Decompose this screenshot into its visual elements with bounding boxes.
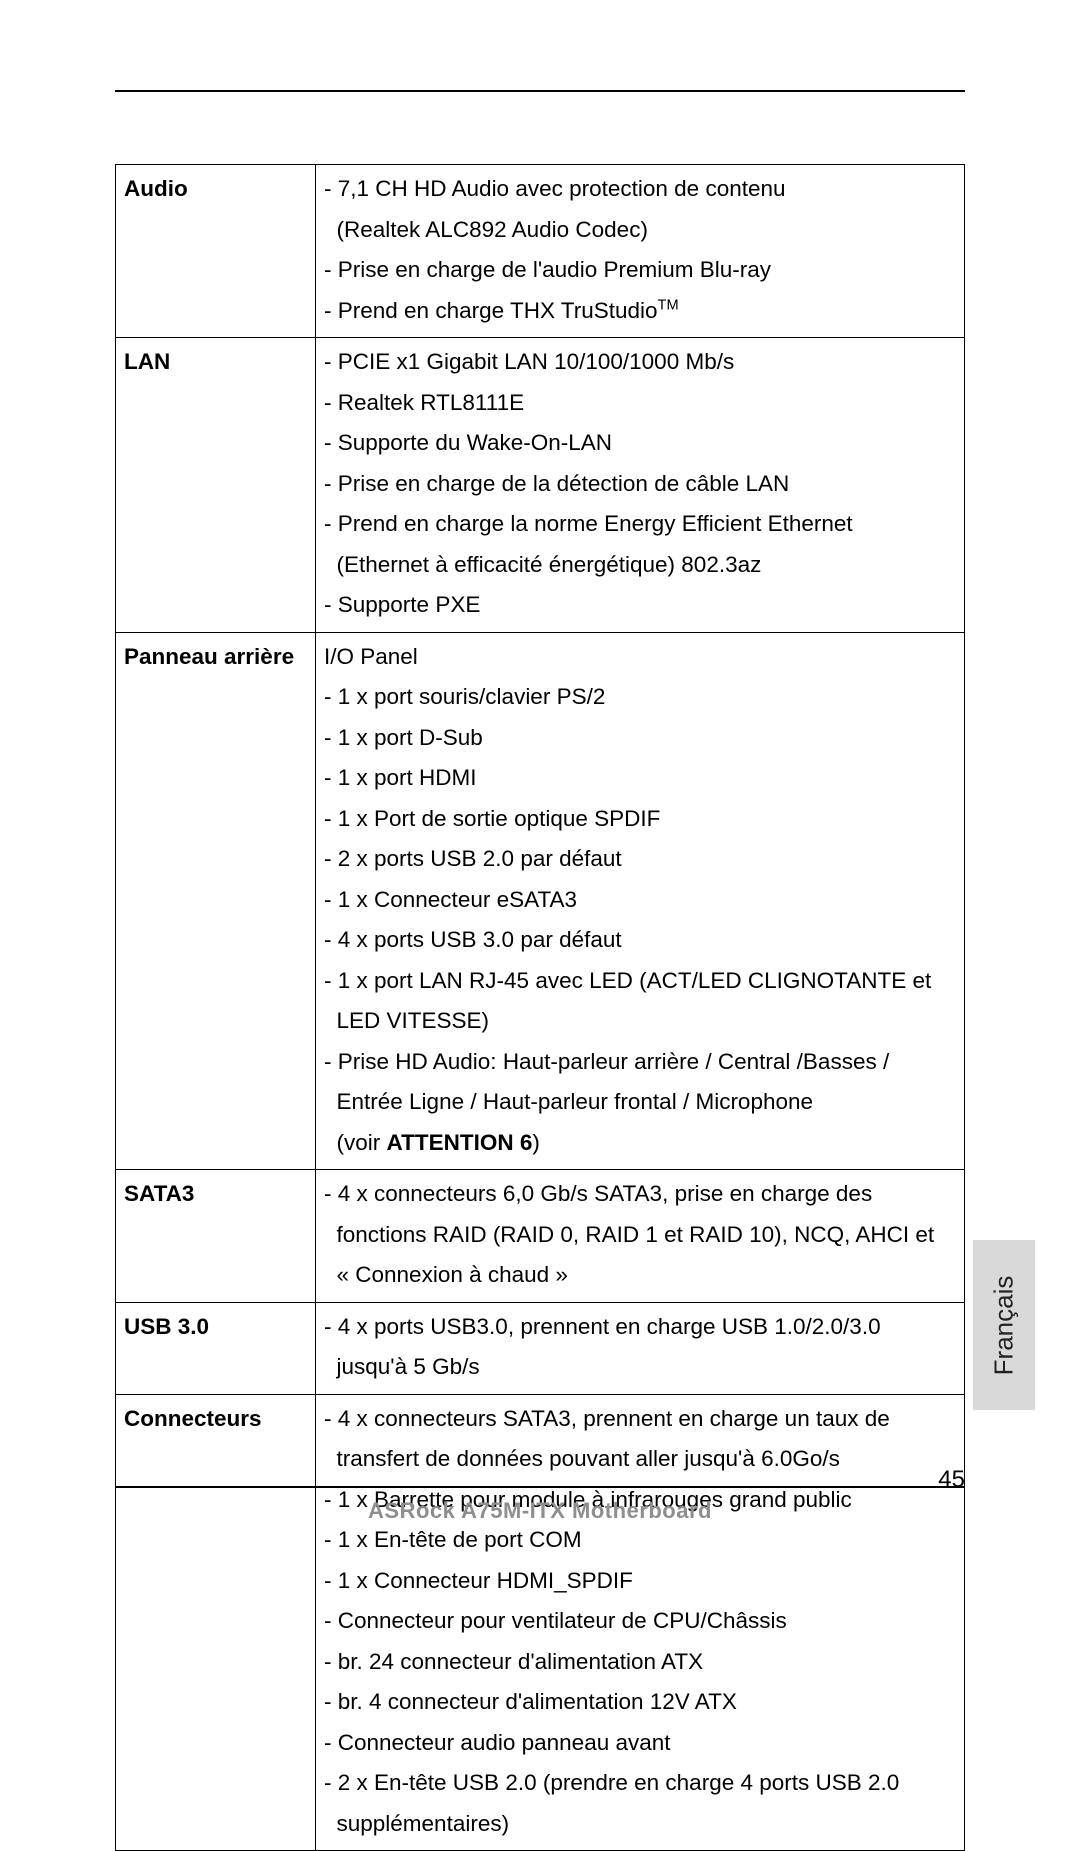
spec-table-body: Audio- 7,1 CH HD Audio avec protection d… xyxy=(116,165,965,1851)
value-line: - 4 x ports USB 3.0 par défaut xyxy=(324,920,956,961)
table-row: LAN- PCIE x1 Gigabit LAN 10/100/1000 Mb/… xyxy=(116,338,965,633)
value-line: « Connexion à chaud » xyxy=(324,1255,956,1296)
value-line: - Prise en charge de l'audio Premium Blu… xyxy=(324,250,956,291)
line-suffix: ) xyxy=(532,1130,540,1155)
value-line: (voir ATTENTION 6) xyxy=(324,1123,956,1164)
value-line: - 1 x Connecteur HDMI_SPDIF xyxy=(324,1561,956,1602)
value-line: - Connecteur pour ventilateur de CPU/Châ… xyxy=(324,1601,956,1642)
value-line: - 1 x port HDMI xyxy=(324,758,956,799)
table-row: USB 3.0- 4 x ports USB3.0, prennent en c… xyxy=(116,1302,965,1394)
value-line: - PCIE x1 Gigabit LAN 10/100/1000 Mb/s xyxy=(324,342,956,383)
value-line: - 7,1 CH HD Audio avec protection de con… xyxy=(324,169,956,210)
value-line: - Prend en charge la norme Energy Effici… xyxy=(324,504,956,545)
spec-table: Audio- 7,1 CH HD Audio avec protection d… xyxy=(115,164,965,1851)
value-line: - 1 x port souris/clavier PS/2 xyxy=(324,677,956,718)
row-value: - 4 x ports USB3.0, prennent en charge U… xyxy=(316,1302,965,1394)
row-label: SATA3 xyxy=(116,1170,316,1303)
value-line: (Ethernet à efficacité énergétique) 802.… xyxy=(324,545,956,586)
row-value: - 4 x connecteurs SATA3, prennent en cha… xyxy=(316,1394,965,1851)
value-line: - Supporte du Wake-On-LAN xyxy=(324,423,956,464)
table-row: Connecteurs- 4 x connecteurs SATA3, pren… xyxy=(116,1394,965,1851)
value-line: transfert de données pouvant aller jusqu… xyxy=(324,1439,956,1480)
row-label: Audio xyxy=(116,165,316,338)
language-label: Français xyxy=(989,1275,1020,1375)
value-line: - Supporte PXE xyxy=(324,585,956,626)
value-line: jusqu'à 5 Gb/s xyxy=(324,1347,956,1388)
language-tab: Français xyxy=(973,1240,1035,1410)
value-line: - br. 4 connecteur d'alimentation 12V AT… xyxy=(324,1682,956,1723)
value-line: - br. 24 connecteur d'alimentation ATX xyxy=(324,1642,956,1683)
table-row: Audio- 7,1 CH HD Audio avec protection d… xyxy=(116,165,965,338)
value-line: I/O Panel xyxy=(324,637,956,678)
value-line: - 2 x ports USB 2.0 par défaut xyxy=(324,839,956,880)
value-line: - 1 x port D-Sub xyxy=(324,718,956,759)
value-line: - 2 x En-tête USB 2.0 (prendre en charge… xyxy=(324,1763,956,1804)
row-label: USB 3.0 xyxy=(116,1302,316,1394)
document-page: Audio- 7,1 CH HD Audio avec protection d… xyxy=(0,0,1080,1619)
row-value: I/O Panel- 1 x port souris/clavier PS/2-… xyxy=(316,632,965,1170)
value-line: LED VITESSE) xyxy=(324,1001,956,1042)
superscript: TM xyxy=(658,297,679,313)
table-row: Panneau arrièreI/O Panel- 1 x port souri… xyxy=(116,632,965,1170)
value-line: - 4 x connecteurs 6,0 Gb/s SATA3, prise … xyxy=(324,1174,956,1215)
value-line: fonctions RAID (RAID 0, RAID 1 et RAID 1… xyxy=(324,1215,956,1256)
line-prefix: - Prend en charge THX TruStudio xyxy=(324,298,658,323)
row-value: - 4 x connecteurs 6,0 Gb/s SATA3, prise … xyxy=(316,1170,965,1303)
value-line: - Realtek RTL8111E xyxy=(324,383,956,424)
value-line: - Prend en charge THX TruStudioTM xyxy=(324,291,956,332)
value-line: - Connecteur audio panneau avant xyxy=(324,1723,956,1764)
line-prefix: (voir xyxy=(324,1130,387,1155)
value-line: - 1 x Port de sortie optique SPDIF xyxy=(324,799,956,840)
bold-text: ATTENTION 6 xyxy=(387,1130,533,1155)
table-row: SATA3- 4 x connecteurs 6,0 Gb/s SATA3, p… xyxy=(116,1170,965,1303)
footer-rule xyxy=(115,1486,965,1488)
value-line: - 1 x Connecteur eSATA3 xyxy=(324,880,956,921)
value-line: - 4 x connecteurs SATA3, prennent en cha… xyxy=(324,1399,956,1440)
value-line: - 4 x ports USB3.0, prennent en charge U… xyxy=(324,1307,956,1348)
footer-row: ASRock A75M-ITX Motherboard xyxy=(115,1498,965,1524)
value-line: - 1 x port LAN RJ-45 avec LED (ACT/LED C… xyxy=(324,961,956,1002)
value-line: Entrée Ligne / Haut-parleur frontal / Mi… xyxy=(324,1082,956,1123)
row-label: LAN xyxy=(116,338,316,633)
value-line: - Prise en charge de la détection de câb… xyxy=(324,464,956,505)
value-line: - Prise HD Audio: Haut-parleur arrière /… xyxy=(324,1042,956,1083)
row-value: - PCIE x1 Gigabit LAN 10/100/1000 Mb/s- … xyxy=(316,338,965,633)
row-value: - 7,1 CH HD Audio avec protection de con… xyxy=(316,165,965,338)
top-rule xyxy=(115,90,965,92)
value-line: (Realtek ALC892 Audio Codec) xyxy=(324,210,956,251)
footer: ASRock A75M-ITX Motherboard xyxy=(115,1486,965,1524)
value-line: - 1 x En-tête de port COM xyxy=(324,1520,956,1561)
value-line: supplémentaires) xyxy=(324,1804,956,1845)
footer-title: ASRock A75M-ITX Motherboard xyxy=(115,1498,965,1524)
row-label: Connecteurs xyxy=(116,1394,316,1851)
row-label: Panneau arrière xyxy=(116,632,316,1170)
